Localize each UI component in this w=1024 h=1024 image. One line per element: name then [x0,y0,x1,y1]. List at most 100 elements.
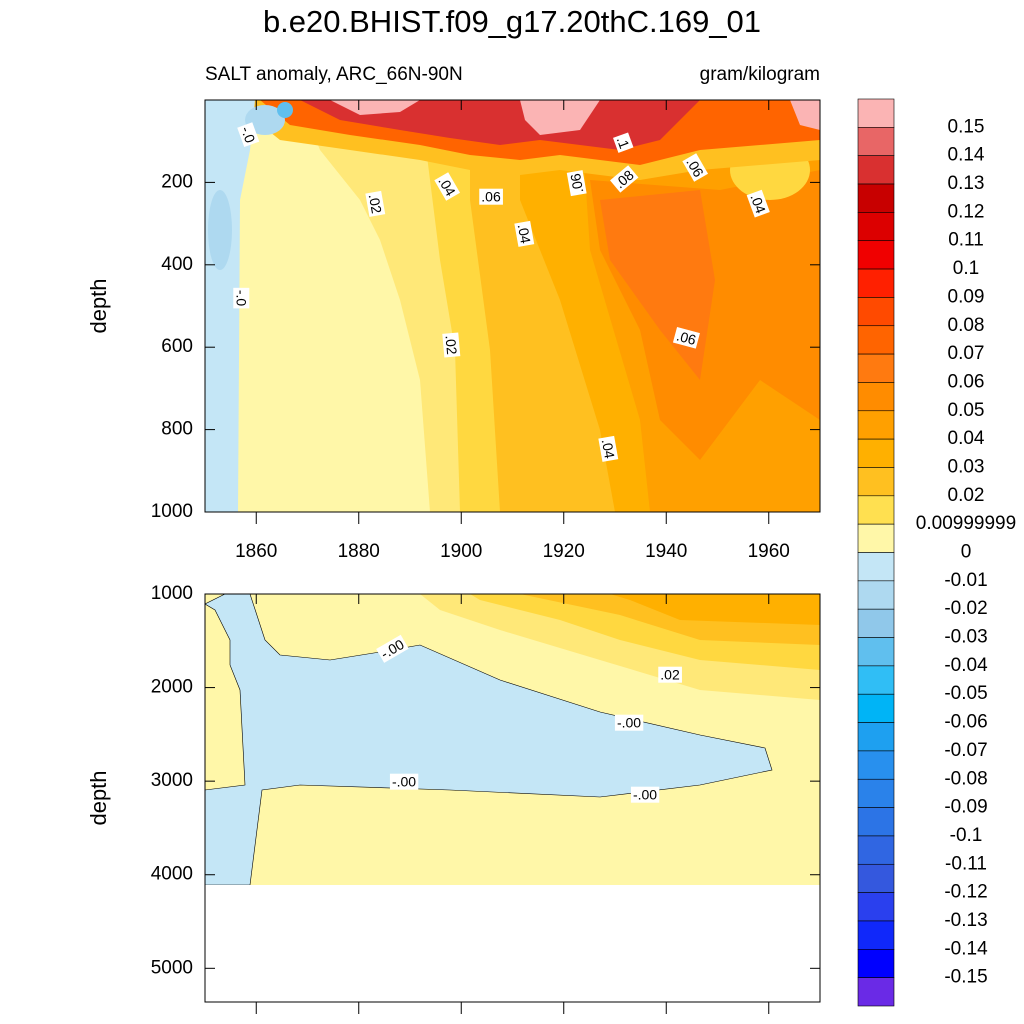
colorbar-label: 0.13 [948,173,985,194]
colorbar-label: -0.14 [944,938,988,959]
contour-label: -.00 [392,774,416,790]
y-tick-label: 1000 [151,583,193,604]
contour-label-bg [479,188,503,205]
colorbar-label: -0.04 [944,655,988,676]
y-axis-label: depth [86,278,111,333]
colorbar-box [857,297,895,327]
colorbar-box [857,438,895,468]
colorbar-label: -0.06 [944,712,987,733]
colorbar-label: -0.07 [944,740,987,761]
contour-label: .04 [515,223,534,245]
colorbar-box [857,722,895,752]
colorbar-label: -0.1 [950,825,983,846]
contour-label-bg [442,332,461,358]
colorbar-box [857,353,895,383]
y-tick-label: 800 [161,419,193,440]
colorbar-label: -0.09 [944,797,987,818]
y-tick-label: 5000 [151,957,193,978]
colorbar-label: 0.05 [948,400,985,421]
colorbar-label: 0.06 [948,371,985,392]
x-tick-label: 1940 [645,541,687,562]
colorbar-box [857,892,895,922]
colorbar-box [857,268,895,298]
contour-label-bg [434,172,461,201]
colorbar-label: -0.08 [944,768,987,789]
colorbar-box [857,693,895,723]
y-tick-label: 3000 [151,770,193,791]
contour-label-bg [237,122,260,148]
colorbar-label: -0.12 [944,882,987,903]
colorbar-box [857,778,895,808]
contour-label: .06 [675,328,698,349]
colorbar-label: -0.02 [944,598,987,619]
x-tick-label: 1960 [748,541,790,562]
colorbar-label: -0.01 [944,570,987,591]
contour-label: .04 [747,192,769,216]
contour-label-bg [614,714,644,731]
colorbar-box [857,977,895,1007]
y-tick-label: 1000 [151,501,193,522]
colorbar-box [857,949,895,978]
colorbar-box [857,637,895,667]
y-tick-label: 4000 [151,864,193,885]
contour-label: .02 [442,334,460,355]
plot-frame [204,593,821,1003]
contour-label-bg [376,634,409,663]
colorbar-box [857,863,895,893]
contour-label: -.0 [238,124,259,145]
colorbar-box [857,410,895,440]
y-tick-label: 600 [161,336,193,357]
colorbar-box [857,382,895,412]
colorbar-label: -0.13 [944,910,987,931]
contour-label: .06 [567,172,586,194]
y-tick-label: 400 [161,254,193,275]
contour-label-bg [389,773,419,790]
contour-label-bg [630,786,660,803]
colorbar-label: 0.08 [948,315,985,336]
colorbar-label: 0.04 [948,428,985,449]
y-axis-label: depth [86,770,111,825]
colorbar-box [857,212,895,242]
colorbar-label: 0.14 [948,145,985,166]
contour-label-bg [613,132,634,153]
colorbar-label: 0.07 [948,343,985,364]
y-tick-label: 2000 [151,677,193,698]
colorbar-label: 0.09 [948,286,985,307]
colorbar-label: -0.11 [945,853,987,874]
colorbar-box [857,750,895,780]
colorbar-box [857,155,895,185]
y-tick-label: 200 [161,171,193,192]
contour-label-bg [682,153,709,182]
contour-label: .02 [366,193,385,215]
colorbar-box [857,608,895,638]
contour-label: -.00 [633,787,657,803]
colorbar-label: 0.03 [948,456,985,477]
colorbar-box [857,127,895,156]
contour-label: .06 [481,189,501,205]
colorbar-label: 0 [961,542,972,563]
colorbar-box [857,325,895,355]
plot-frame [204,99,821,513]
colorbar-box [857,183,895,213]
x-tick-label: 1900 [440,541,482,562]
subtitle: SALT anomaly, ARC_66N-90N [205,64,463,85]
colorbar-box [857,98,895,128]
contour-fill [205,594,820,885]
contour-label: .04 [599,438,618,460]
title: b.e20.BHIST.f09_g17.20thC.169_01 [263,4,761,39]
contour-fill [205,100,820,512]
colorbar-label: 0.11 [948,230,984,251]
colorbar-box [857,495,895,525]
contour-label: -.00 [617,715,641,731]
colorbar-label: -0.05 [944,683,987,704]
units: gram/kilogram [700,64,820,85]
contour-label-bg [365,190,386,217]
contour-label-bg [610,165,639,193]
colorbar-box [857,665,895,695]
contour-label-bg [598,435,619,462]
contour-label: .1 [614,134,633,151]
contour-label-bg [233,287,250,309]
colorbar-label: -0.15 [944,967,987,988]
colorbar-box [857,835,895,865]
